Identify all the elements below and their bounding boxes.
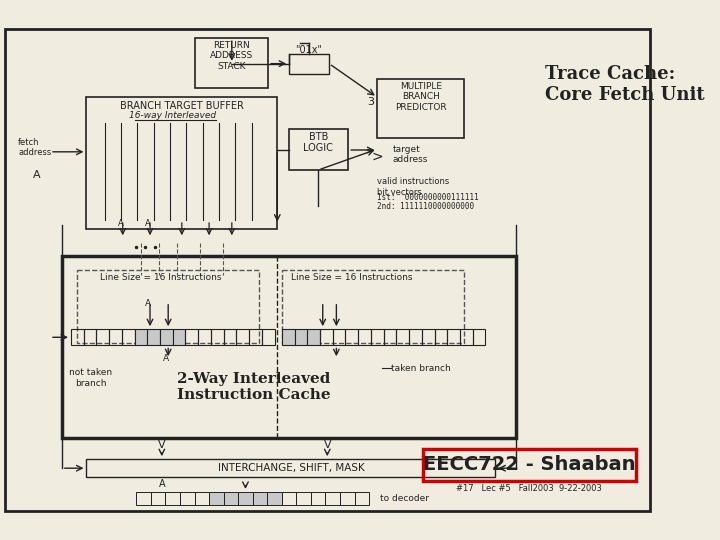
Text: >: > <box>372 150 383 164</box>
Text: 2-Way Interleaved
Instruction Cache: 2-Way Interleaved Instruction Cache <box>177 372 331 402</box>
Text: Trace Cache:
Core Fetch Unit: Trace Cache: Core Fetch Unit <box>546 65 705 104</box>
Bar <box>422 329 435 346</box>
Bar <box>333 329 346 346</box>
Bar <box>71 329 84 346</box>
Bar <box>84 329 96 346</box>
Bar <box>447 329 460 346</box>
Bar <box>211 329 224 346</box>
Text: 2nd: 1111110000000000: 2nd: 1111110000000000 <box>377 202 474 211</box>
Bar <box>289 129 348 170</box>
Bar <box>354 492 369 504</box>
Bar <box>346 329 358 346</box>
Bar <box>377 79 464 138</box>
Text: #17   Lec #5   Fall2003  9-22-2003: #17 Lec #5 Fall2003 9-22-2003 <box>456 484 602 492</box>
Bar <box>122 329 135 346</box>
Text: fetch
address: fetch address <box>18 138 51 157</box>
Bar <box>236 329 249 346</box>
Bar <box>409 329 422 346</box>
Bar <box>435 329 447 346</box>
Text: taken branch: taken branch <box>391 363 451 373</box>
Text: BTB
LOGIC: BTB LOGIC <box>303 132 333 153</box>
Text: 16-way Interleaved: 16-way Interleaved <box>129 111 216 120</box>
Text: V: V <box>158 440 166 450</box>
Text: Line Size = 16 Instructions: Line Size = 16 Instructions <box>291 273 413 282</box>
Text: RETURN
ADDRESS
STACK: RETURN ADDRESS STACK <box>210 41 253 71</box>
Bar <box>209 492 224 504</box>
Bar <box>249 329 262 346</box>
Bar <box>397 329 409 346</box>
Bar <box>238 492 253 504</box>
Bar <box>358 329 371 346</box>
Text: A: A <box>32 170 40 179</box>
Bar <box>267 492 282 504</box>
Bar <box>195 38 268 88</box>
Text: target
address: target address <box>392 145 428 164</box>
Text: valid instructions
bit vectors: valid instructions bit vectors <box>377 177 449 197</box>
Text: 1st:  0000000000111111: 1st: 0000000000111111 <box>377 193 479 202</box>
Bar <box>224 329 236 346</box>
Bar <box>320 329 333 346</box>
Bar <box>224 492 238 504</box>
Bar <box>282 492 297 504</box>
Bar <box>311 492 325 504</box>
Text: INTERCHANGE, SHIFT, MASK: INTERCHANGE, SHIFT, MASK <box>217 463 364 473</box>
Bar <box>151 492 166 504</box>
Bar <box>194 492 209 504</box>
Bar <box>460 329 473 346</box>
Bar <box>186 329 198 346</box>
Bar <box>384 329 397 346</box>
Bar <box>173 329 186 346</box>
Bar <box>62 256 516 438</box>
Text: A: A <box>145 219 151 228</box>
Text: V: V <box>323 440 331 450</box>
Text: not taken
branch: not taken branch <box>69 368 112 388</box>
Bar <box>86 459 495 477</box>
Bar <box>294 329 307 346</box>
Bar <box>423 449 636 481</box>
Bar <box>180 492 194 504</box>
Bar <box>371 329 384 346</box>
Bar <box>325 492 340 504</box>
Bar <box>166 492 180 504</box>
Bar <box>262 329 274 346</box>
Bar <box>109 329 122 346</box>
Bar <box>282 329 294 346</box>
Text: MULTIPLE
BRANCH
PREDICTOR: MULTIPLE BRANCH PREDICTOR <box>395 82 446 112</box>
Bar <box>473 329 485 346</box>
Bar <box>135 329 148 346</box>
Bar <box>77 270 259 343</box>
Bar <box>148 329 160 346</box>
Bar <box>136 492 151 504</box>
Text: EECC722 - Shaaban: EECC722 - Shaaban <box>423 455 635 474</box>
Bar <box>282 270 464 343</box>
Text: A: A <box>163 354 169 363</box>
Text: 3: 3 <box>367 97 374 107</box>
Bar <box>96 329 109 346</box>
Bar <box>160 329 173 346</box>
Bar <box>307 329 320 346</box>
Bar <box>289 53 329 73</box>
Text: A: A <box>145 299 151 308</box>
Text: A: A <box>158 479 165 489</box>
Bar <box>297 492 311 504</box>
Text: Line Size = 16 Instructions: Line Size = 16 Instructions <box>100 273 222 282</box>
Text: A: A <box>118 219 124 228</box>
Text: BRANCH TARGET BUFFER: BRANCH TARGET BUFFER <box>120 101 244 111</box>
Bar <box>198 329 211 346</box>
Bar <box>253 492 267 504</box>
Text: "01x": "01x" <box>296 44 323 55</box>
Text: to decoder: to decoder <box>380 494 429 503</box>
Bar <box>86 97 277 229</box>
Bar <box>340 492 354 504</box>
